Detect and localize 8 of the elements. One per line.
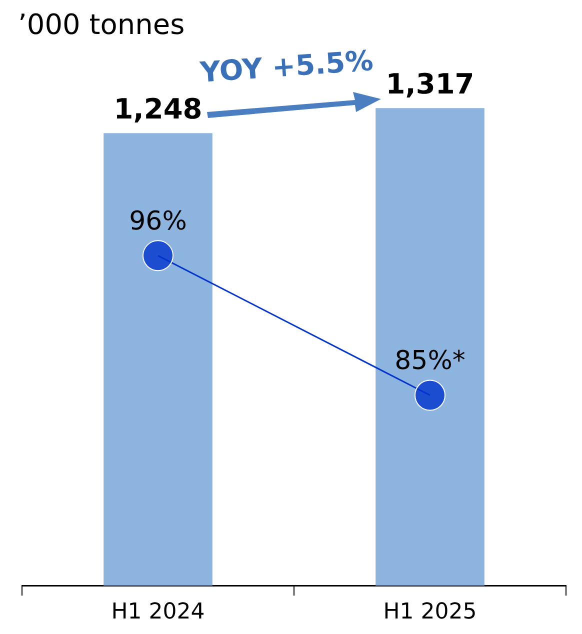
data-label: 96%: [129, 206, 187, 236]
x-tick-label: H1 2024: [111, 600, 205, 625]
data-label: 85%*: [394, 346, 466, 376]
data-label: 1,317: [386, 67, 474, 100]
y-axis-title: ’000 tonnes: [18, 8, 185, 41]
text: YOY +5.5%: [199, 44, 374, 89]
data-label: 1,248: [114, 92, 202, 126]
x-tick-label: H1 2025: [383, 600, 477, 625]
